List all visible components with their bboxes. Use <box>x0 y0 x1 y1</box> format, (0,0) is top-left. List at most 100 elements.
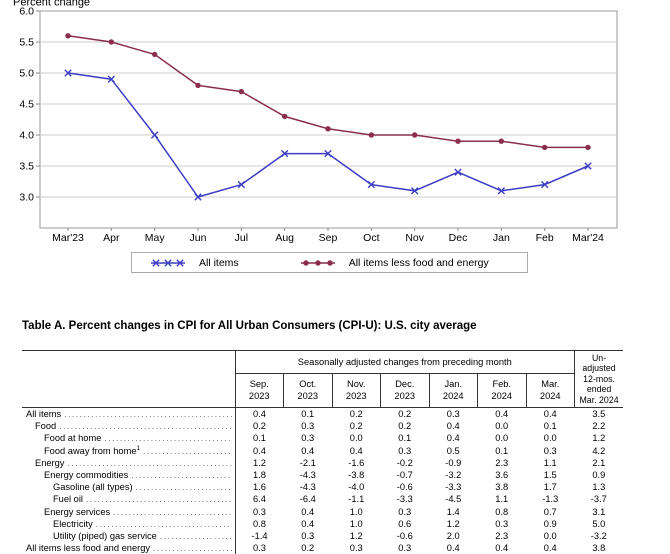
monthly-change-value: 0.2 <box>398 421 412 432</box>
table-stub-header <box>22 350 236 408</box>
table-row: Utility (piped) gas service.............… <box>22 529 623 543</box>
monthly-change-value: 6.4 <box>253 494 266 505</box>
table-row: Energy commodities......................… <box>22 468 623 482</box>
row-label: All items less food and energy <box>26 543 151 554</box>
legend-label: All items less food and energy <box>348 256 489 269</box>
monthly-change-value: 0.3 <box>253 543 266 554</box>
table-row: Electricity.............................… <box>22 517 623 530</box>
monthly-change-value: -4.3 <box>299 482 316 493</box>
monthly-change-value: 1.5 <box>543 470 557 481</box>
monthly-change-value: 0.4 <box>253 445 266 456</box>
monthly-change-value: 1.1 <box>543 457 557 468</box>
monthly-change-value: 2.0 <box>446 530 460 541</box>
monthly-change-value: 0.2 <box>301 543 315 554</box>
monthly-change-value: 0.0 <box>543 433 557 444</box>
monthly-change-value: 1.6 <box>253 482 266 493</box>
dot-leader: ........................................… <box>143 446 231 457</box>
monthly-change-value: -3.3 <box>445 482 462 493</box>
row-label-cell: Electricity.............................… <box>22 517 236 530</box>
monthly-change-value: 0.4 <box>301 445 315 456</box>
monthly-change-value: 0.4 <box>301 506 315 517</box>
monthly-change-value: -3.8 <box>348 470 365 481</box>
table-row: Energy services.........................… <box>22 505 623 518</box>
unadjusted-column-header: Un-adjusted 12-mos. ended Mar. 2024 <box>574 350 624 408</box>
unadjusted-12mo-value: 2.2 <box>592 421 606 432</box>
monthly-change-value: -0.6 <box>396 530 413 541</box>
legend-label: All items <box>199 256 239 269</box>
monthly-change-value: -6.4 <box>299 494 316 505</box>
monthly-change-value: -1.6 <box>348 457 365 468</box>
monthly-change-value: 1.0 <box>349 518 363 529</box>
monthly-change-value: 0.4 <box>543 543 557 554</box>
monthly-change-value: 3.6 <box>495 470 509 481</box>
y-axis-tick-label: 6.0 <box>19 6 34 18</box>
x-axis-tick-label: Mar'24 <box>572 232 604 244</box>
unadjusted-12mo-value: 3.1 <box>592 506 606 517</box>
dot-leader: ........................................… <box>153 543 231 554</box>
row-label: Energy commodities <box>44 470 129 481</box>
row-label: Energy services <box>44 506 111 517</box>
table-row: Gasoline (all types)....................… <box>22 481 623 494</box>
monthly-change-value: 0.8 <box>253 518 266 529</box>
monthly-change-value: -4.3 <box>299 470 316 481</box>
x-axis-tick-label: May <box>145 232 166 244</box>
monthly-change-value: 1.2 <box>349 530 363 541</box>
y-axis-tick-label: 5.0 <box>19 68 34 80</box>
monthly-change-value: 0.4 <box>349 445 363 456</box>
monthly-change-value: 0.9 <box>543 518 557 529</box>
series-all-items <box>64 69 592 201</box>
monthly-change-value: 0.2 <box>349 409 363 420</box>
legend-item-all-items-less-food-and-energy: All items less food and energy <box>299 256 489 270</box>
monthly-change-value: 0.3 <box>446 409 460 420</box>
month-column-header: Oct. 2023 <box>283 373 333 408</box>
series-all-items-less-food-and-energy <box>65 33 591 151</box>
monthly-change-value: 0.0 <box>349 433 363 444</box>
monthly-change-value: 0.3 <box>495 518 509 529</box>
monthly-change-value: 0.3 <box>301 433 315 444</box>
y-axis-tick-label: 4.5 <box>19 99 34 111</box>
x-axis-tick-label: Sep <box>319 232 338 244</box>
row-label: Energy <box>35 457 65 468</box>
row-label-cell: Food away from home1....................… <box>22 444 236 457</box>
row-label: Electricity <box>53 518 93 529</box>
monthly-change-value: -4.5 <box>445 494 462 505</box>
table-row: Food....................................… <box>22 420 623 433</box>
y-axis-tick-label: 3.0 <box>19 192 34 204</box>
monthly-change-value: -3.3 <box>396 494 413 505</box>
table-row: Food away from home1....................… <box>22 444 623 457</box>
x-axis-tick-label: Jun <box>190 232 207 244</box>
chart-legend: All items All items less food and energy <box>131 252 528 273</box>
monthly-change-value: 0.4 <box>446 543 460 554</box>
monthly-change-value: 1.0 <box>349 506 363 517</box>
x-axis-tick-label: Mar'23 <box>52 232 84 244</box>
monthly-change-value: 0.0 <box>495 433 509 444</box>
monthly-change-value: 0.3 <box>398 506 412 517</box>
monthly-change-value: 0.4 <box>446 421 460 432</box>
monthly-change-value: 0.4 <box>543 409 557 420</box>
monthly-change-value: -4.0 <box>348 482 365 493</box>
table-row: All items...............................… <box>22 407 623 421</box>
monthly-change-value: 0.1 <box>301 409 315 420</box>
table-row: Fuel oil................................… <box>22 493 623 506</box>
unadjusted-12mo-value: 4.2 <box>592 445 606 456</box>
table-row: Energy..................................… <box>22 456 623 469</box>
monthly-change-value: -2.1 <box>299 457 316 468</box>
unadjusted-12mo-value: -3.7 <box>590 494 607 505</box>
dot-leader: ........................................… <box>104 433 232 444</box>
monthly-change-value: 0.3 <box>301 421 315 432</box>
monthly-change-value: 0.4 <box>301 518 315 529</box>
monthly-change-value: 0.5 <box>446 445 460 456</box>
monthly-change-value: 1.4 <box>446 506 460 517</box>
cpi-line-chart: Percent change 6.0 5.5 5.0 4.5 4.0 3.5 3.0 Mar'… <box>13 0 618 244</box>
monthly-change-value: 1.2 <box>253 457 266 468</box>
x-axis-tick-label: Jan <box>493 232 510 244</box>
y-axis-tick-label: 5.5 <box>19 37 34 49</box>
monthly-change-value: 0.0 <box>495 421 509 432</box>
row-label: Food away from home1 <box>44 445 141 457</box>
legend-line-x-marker-icon <box>151 258 185 267</box>
y-axis-tick-label: 3.5 <box>19 161 34 173</box>
monthly-change-value: 1.2 <box>446 518 460 529</box>
unadjusted-12mo-value: 3.5 <box>592 409 606 420</box>
monthly-change-value: 1.1 <box>495 494 509 505</box>
